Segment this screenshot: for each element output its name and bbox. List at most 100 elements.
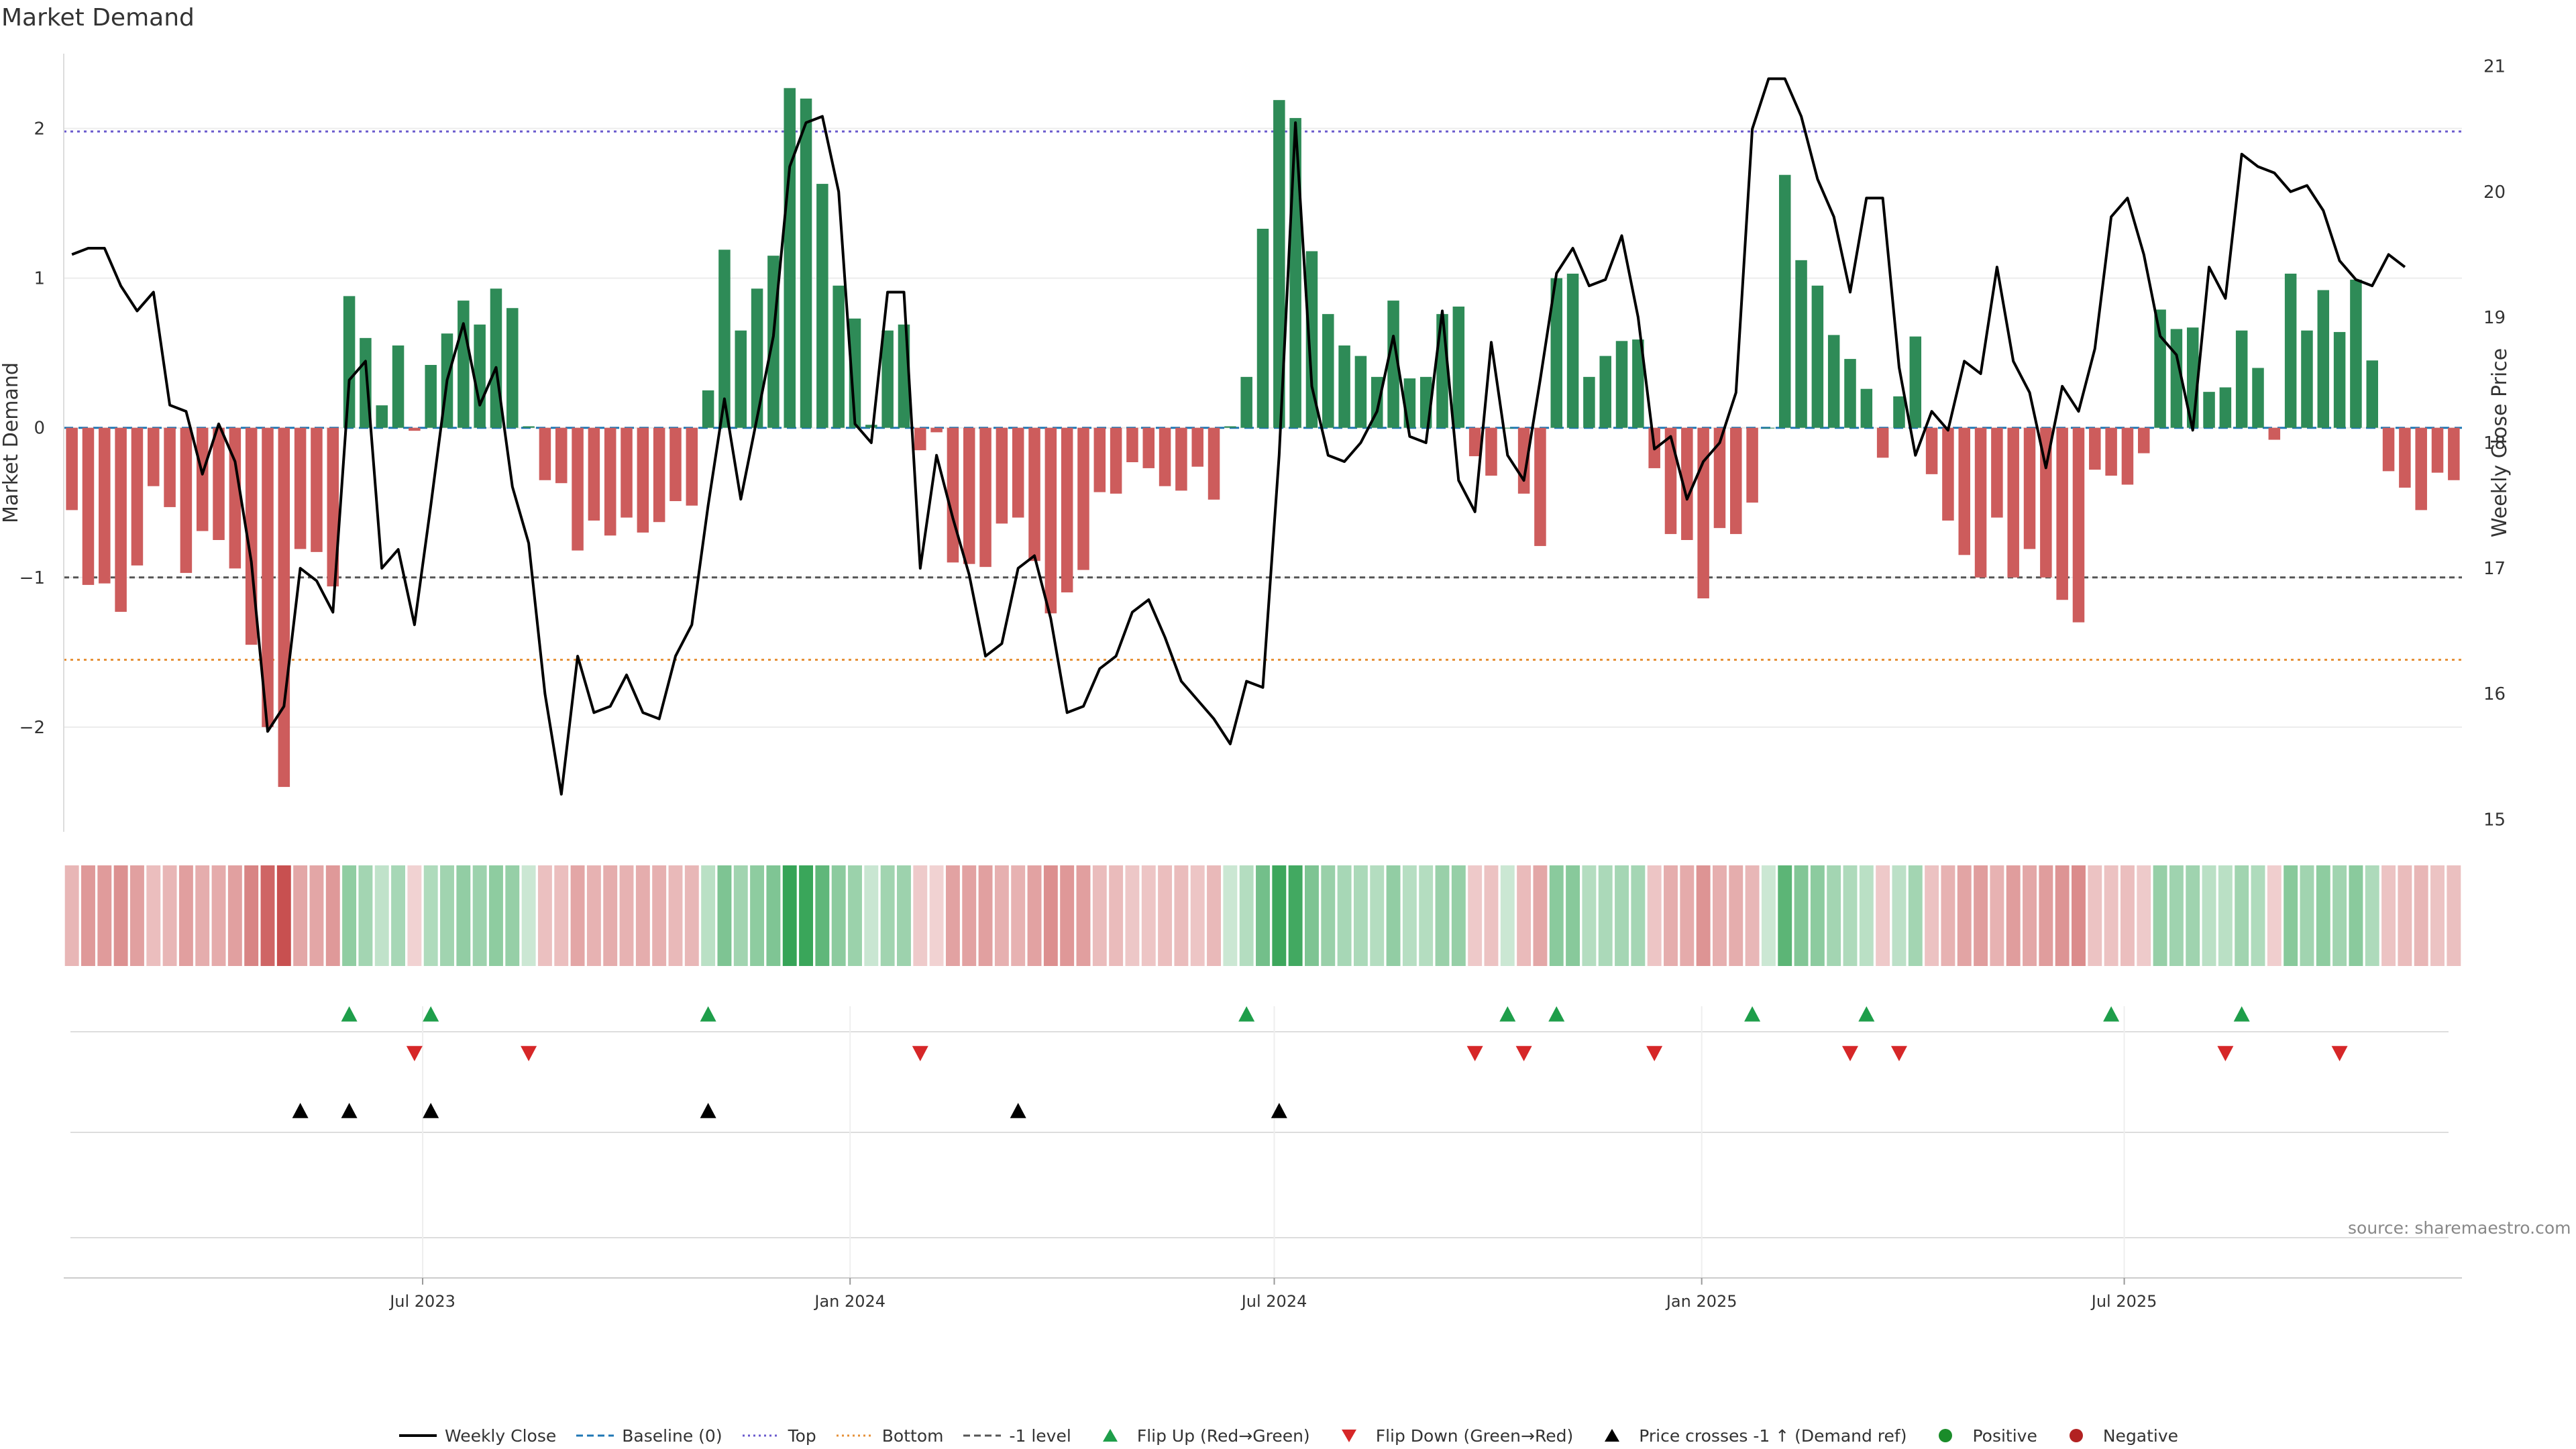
- demand-bar: [1485, 427, 1497, 476]
- strip-cell: [1060, 865, 1075, 966]
- chart-title: Market Demand: [1, 4, 195, 32]
- strip-cell: [1484, 865, 1499, 966]
- demand-bar: [1387, 301, 1399, 428]
- strip-cell: [831, 865, 846, 966]
- demand-bar: [947, 427, 959, 563]
- strip-cell: [848, 865, 862, 966]
- demand-bar: [1110, 427, 1122, 494]
- strip-cell: [1549, 865, 1564, 966]
- strip-cell: [1598, 865, 1613, 966]
- legend-label: Price crosses -1 ↑ (Demand ref): [1639, 1426, 1907, 1446]
- demand-bar: [1762, 427, 1775, 429]
- strip-cell: [374, 865, 389, 966]
- legend-swatch-baseline: [576, 1434, 614, 1437]
- price-cross-marker: [423, 1103, 439, 1118]
- demand-bar: [1044, 427, 1057, 614]
- strip-cell: [2365, 865, 2379, 966]
- strip-cell: [1517, 865, 1532, 966]
- demand-bar: [2301, 330, 2313, 428]
- strip-cell: [1500, 865, 1515, 966]
- strip-cell: [2088, 865, 2102, 966]
- strip-cell: [1027, 865, 1042, 966]
- flip-up-marker: [341, 1006, 358, 1022]
- flip-down-marker: [2217, 1046, 2234, 1061]
- strip-cell: [276, 865, 291, 966]
- strip-cell: [2137, 865, 2151, 966]
- demand-bar: [458, 301, 470, 428]
- demand-bar: [784, 88, 796, 428]
- demand-bar: [751, 288, 763, 428]
- demand-bar: [833, 285, 845, 428]
- y2-tick-label: 20: [2483, 182, 2506, 203]
- strip-cell: [994, 865, 1009, 966]
- demand-bar: [1583, 376, 1595, 428]
- demand-bar: [2431, 427, 2444, 473]
- strip-cell: [750, 865, 765, 966]
- strip-cell: [178, 865, 193, 966]
- demand-bar: [1159, 427, 1171, 486]
- strip-cell: [227, 865, 242, 966]
- strip-cell: [570, 865, 585, 966]
- price-cross-marker: [292, 1103, 309, 1118]
- x-tick-label: Jul 2024: [1240, 1292, 1307, 1311]
- demand-bar: [1991, 427, 2003, 518]
- strip-cell: [2202, 865, 2216, 966]
- strip-cell: [1076, 865, 1091, 966]
- demand-bar: [539, 427, 551, 480]
- demand-bar: [164, 427, 176, 507]
- strip-cell: [929, 865, 944, 966]
- demand-bars: [66, 88, 2460, 788]
- strip-cell: [1158, 865, 1173, 966]
- strip-cell: [358, 865, 373, 966]
- y-tick-label: 0: [34, 419, 45, 439]
- legend-item-baseline: Baseline (0): [575, 1426, 722, 1446]
- flip-up-marker: [1548, 1006, 1565, 1022]
- demand-bar: [343, 296, 356, 428]
- strip-cell: [1876, 865, 1890, 966]
- demand-bar: [1142, 427, 1155, 468]
- strip-cell: [1778, 865, 1792, 966]
- demand-bar: [2121, 427, 2134, 485]
- strip-cell: [2120, 865, 2135, 966]
- demand-bar: [669, 427, 682, 501]
- strip-cell: [1647, 865, 1662, 966]
- demand-bar: [2007, 427, 2019, 578]
- strip-cell: [717, 865, 732, 966]
- demand-bar: [2154, 309, 2166, 428]
- demand-bar: [702, 390, 714, 428]
- demand-bar: [148, 427, 160, 486]
- demand-bar: [1501, 427, 1514, 429]
- strip-cell: [1468, 865, 1483, 966]
- strip-cell: [1370, 865, 1385, 966]
- strip-cell: [1174, 865, 1189, 966]
- demand-bar: [131, 427, 144, 566]
- strip-cell: [1941, 865, 1955, 966]
- strip-cell: [2300, 865, 2314, 966]
- demand-bar: [1746, 427, 1758, 503]
- weekly-close-line: [71, 77, 2406, 796]
- price-cross-marker: [341, 1103, 358, 1118]
- strip-cell: [1305, 865, 1319, 966]
- flip-down-marker: [1515, 1046, 1532, 1061]
- flip-down-marker: [521, 1046, 537, 1061]
- legend-label: Top: [788, 1426, 816, 1446]
- demand-bar: [2040, 427, 2052, 578]
- strip-cell: [2332, 865, 2347, 966]
- strip-cell: [668, 865, 683, 966]
- strip-cell: [489, 865, 503, 966]
- demand-bar: [1289, 117, 1301, 428]
- strip-cell: [1043, 865, 1058, 966]
- flip-down-marker: [1842, 1046, 1859, 1061]
- demand-bar: [1191, 427, 1203, 467]
- strip-cell: [456, 865, 471, 966]
- signal-marker-panels: [70, 1006, 2449, 1278]
- demand-bar: [1713, 427, 1726, 529]
- legend-swatch-negative: [2069, 1429, 2083, 1442]
- strip-cell: [1664, 865, 1678, 966]
- demand-bar: [425, 365, 437, 428]
- strip-cell: [81, 865, 95, 966]
- demand-bar: [327, 427, 339, 587]
- strip-cell: [619, 865, 634, 966]
- flip-up-marker: [2233, 1006, 2250, 1022]
- demand-bar: [2235, 330, 2248, 428]
